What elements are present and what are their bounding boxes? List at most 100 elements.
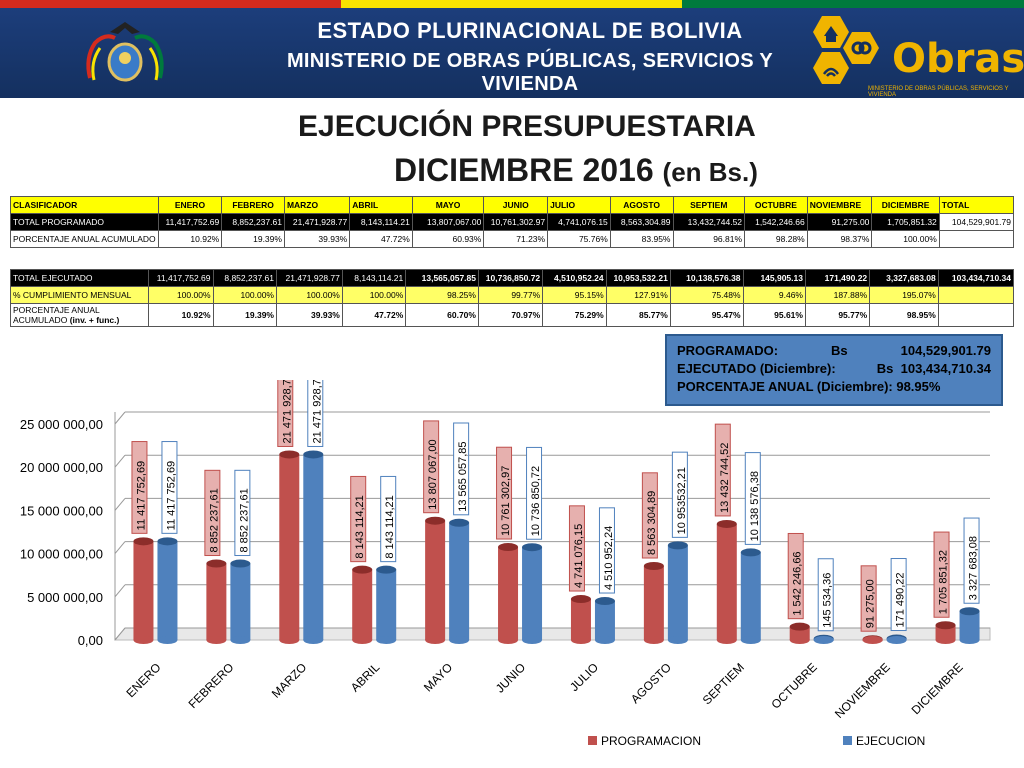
data-label-box bbox=[787, 532, 804, 620]
bar-base bbox=[594, 636, 615, 644]
data-label-group: 13 432 744,52 bbox=[714, 423, 731, 517]
data-label: 21 471 928,77 bbox=[311, 380, 323, 443]
data-label-group: 8 143 114,21 bbox=[380, 475, 397, 563]
table-cell: 8,143,114.21 bbox=[349, 213, 413, 231]
bar-top bbox=[376, 565, 397, 574]
flag-stripe bbox=[0, 0, 1024, 8]
bar-top bbox=[230, 559, 251, 568]
table-cell: 91,275.00 bbox=[806, 213, 873, 231]
table-cell: 145,905.13 bbox=[742, 269, 806, 287]
bar-programacion bbox=[279, 454, 300, 640]
x-tick-label: ABRIL bbox=[348, 660, 383, 695]
acumulado-row: PORCENTAJE ANUAL ACUMULADO (inv. + func.… bbox=[9, 303, 1015, 327]
data-label-group: 4 510 952,24 bbox=[598, 507, 615, 594]
summary-programado: PROGRAMADO: Bs 104,529,901.79 bbox=[677, 342, 991, 360]
bar-programacion bbox=[206, 563, 227, 640]
bar-top bbox=[449, 518, 470, 527]
bar-top bbox=[594, 597, 615, 606]
table-cell: 100.00% bbox=[871, 230, 940, 248]
data-label: 8 563 304,89 bbox=[646, 491, 658, 555]
data-label: 91 275,00 bbox=[865, 579, 877, 628]
gridline-diag bbox=[114, 627, 126, 641]
data-label-box bbox=[234, 469, 251, 557]
legend-swatch bbox=[588, 736, 597, 745]
header-cell: DICIEMBRE bbox=[871, 196, 940, 214]
summary-porcentaje: PORCENTAJE ANUAL (Diciembre): 98.95% bbox=[677, 379, 941, 394]
gridline-diag bbox=[114, 454, 126, 468]
data-label-group: 8 852 237,61 bbox=[204, 469, 221, 557]
data-label-box bbox=[307, 380, 324, 447]
bar-base bbox=[959, 636, 980, 644]
bar-base bbox=[643, 636, 664, 644]
cumplimiento-row: % CUMPLIMIENTO MENSUAL 100.00% 100.00% 100.… bbox=[9, 286, 1015, 304]
table-cell: 4,741,076.15 bbox=[547, 213, 611, 231]
x-tick-label: FEBRERO bbox=[186, 660, 237, 711]
bar-base bbox=[425, 636, 446, 644]
header-cell: JULIO bbox=[547, 196, 611, 214]
summary-prog-currency: Bs bbox=[831, 343, 848, 358]
bar-ejecucion bbox=[376, 569, 397, 640]
data-label-group: 145 534,36 bbox=[817, 558, 834, 632]
data-label-box bbox=[277, 380, 294, 447]
bar-top bbox=[716, 519, 737, 528]
data-label: 4 510 952,24 bbox=[603, 526, 615, 590]
row-label: TOTAL PROGRAMADO bbox=[10, 213, 159, 231]
data-label: 145 534,36 bbox=[822, 573, 834, 628]
bar-base bbox=[352, 636, 373, 644]
data-label-group: 3 327 683,08 bbox=[963, 517, 980, 604]
y-tick-label: 10 000 000,00 bbox=[20, 547, 103, 562]
bar-top bbox=[522, 543, 543, 552]
data-label: 8 852 237,61 bbox=[208, 488, 220, 552]
table-cell: 103,434,710.34 bbox=[937, 269, 1015, 287]
acumulado-sub: (inv. + func.) bbox=[69, 315, 120, 325]
data-label-box bbox=[350, 475, 367, 563]
data-label: 13 807 067,00 bbox=[427, 439, 439, 509]
bar-base bbox=[133, 636, 154, 644]
bar-ejecucion bbox=[522, 547, 543, 640]
table-cell: 75.29% bbox=[542, 303, 607, 327]
data-label-group: 91 275,00 bbox=[860, 565, 877, 632]
x-tick-label: AGOSTO bbox=[628, 660, 674, 706]
bar-ejecucion bbox=[303, 454, 324, 640]
table-cell: 127.91% bbox=[605, 286, 671, 304]
header-cell: ENERO bbox=[157, 196, 223, 214]
header-cell: MAYO bbox=[411, 196, 485, 214]
legend-swatch bbox=[843, 736, 852, 745]
bar-top bbox=[740, 548, 761, 557]
table-cell: 13,432,744.52 bbox=[672, 213, 746, 231]
ejecutado-row: TOTAL EJECUTADO 11,417,752.69 8,852,237.61… bbox=[9, 269, 1015, 287]
bar-base bbox=[935, 636, 956, 644]
data-label-box bbox=[933, 531, 950, 618]
header-cell: NOVIEMBRE bbox=[806, 196, 873, 214]
row-label: % CUMPLIMIENTO MENSUAL bbox=[9, 286, 150, 304]
table-cell: 13,807,067.00 bbox=[411, 213, 485, 231]
subtitle-unit: (en Bs.) bbox=[662, 157, 758, 187]
table-cell: 9.46% bbox=[742, 286, 806, 304]
x-tick-label: ENERO bbox=[123, 660, 163, 700]
coat-of-arms-icon bbox=[86, 22, 164, 82]
data-label-group: 8 563 304,89 bbox=[641, 472, 658, 559]
programado-table: CLASIFICADOR ENERO FEBRERO MARZO ABRIL MAYO JU… bbox=[10, 196, 1015, 248]
bar-top bbox=[279, 450, 300, 459]
x-tick-label: DICIEMBRE bbox=[909, 660, 966, 717]
table-cell: 19.39% bbox=[212, 303, 278, 327]
table-cell: 11,417,752.69 bbox=[157, 213, 223, 231]
data-label-group: 11 417 752,69 bbox=[131, 441, 148, 534]
data-label-box bbox=[453, 422, 470, 516]
table-cell: 95.15% bbox=[542, 286, 607, 304]
data-label-group: 1 705 851,32 bbox=[933, 531, 950, 618]
bar-programacion bbox=[352, 569, 373, 640]
summary-prog-value: 104,529,901.79 bbox=[900, 343, 991, 358]
bar-top bbox=[133, 537, 154, 546]
table-cell: 75.48% bbox=[669, 286, 744, 304]
data-label: 3 327 683,08 bbox=[968, 536, 980, 600]
table-cell: 98.37% bbox=[806, 230, 873, 248]
bar-base bbox=[279, 636, 300, 644]
data-label: 10 761 302,97 bbox=[500, 466, 512, 536]
data-label-box bbox=[131, 441, 148, 534]
bar-ejecucion bbox=[157, 541, 178, 640]
data-label-box bbox=[860, 565, 877, 632]
bar-programacion bbox=[643, 566, 664, 640]
summary-ejec-value: 103,434,710.34 bbox=[900, 361, 991, 376]
x-tick-label: JUNIO bbox=[493, 660, 528, 695]
